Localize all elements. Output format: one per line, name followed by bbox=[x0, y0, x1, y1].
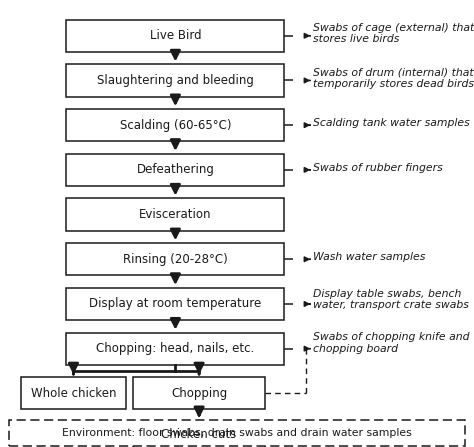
Text: Swabs of rubber fingers: Swabs of rubber fingers bbox=[313, 163, 443, 173]
FancyBboxPatch shape bbox=[66, 333, 284, 365]
FancyBboxPatch shape bbox=[66, 20, 284, 52]
Text: Chopping: head, nails, etc.: Chopping: head, nails, etc. bbox=[96, 342, 255, 355]
FancyBboxPatch shape bbox=[21, 377, 126, 409]
Text: Display table swabs, bench
water, transport crate swabs: Display table swabs, bench water, transp… bbox=[313, 289, 469, 310]
Text: Scalding (60-65°C): Scalding (60-65°C) bbox=[119, 118, 231, 132]
FancyBboxPatch shape bbox=[133, 377, 265, 409]
Text: Swabs of chopping knife and
chopping board: Swabs of chopping knife and chopping boa… bbox=[313, 332, 469, 354]
Text: Live Bird: Live Bird bbox=[150, 29, 201, 42]
Text: Rinsing (20-28°C): Rinsing (20-28°C) bbox=[123, 253, 228, 266]
FancyBboxPatch shape bbox=[66, 154, 284, 186]
FancyBboxPatch shape bbox=[66, 243, 284, 275]
Text: Wash water samples: Wash water samples bbox=[313, 252, 425, 262]
Text: Environment: floor swabs, drain swabs and drain water samples: Environment: floor swabs, drain swabs an… bbox=[62, 428, 412, 438]
Text: Slaughtering and bleeding: Slaughtering and bleeding bbox=[97, 74, 254, 87]
Text: Scalding tank water samples: Scalding tank water samples bbox=[313, 118, 470, 128]
Text: Whole chicken: Whole chicken bbox=[31, 387, 116, 400]
FancyBboxPatch shape bbox=[66, 64, 284, 97]
FancyBboxPatch shape bbox=[66, 198, 284, 231]
Text: Defeathering: Defeathering bbox=[137, 163, 214, 177]
Text: Evisceration: Evisceration bbox=[139, 208, 211, 221]
Text: Swabs of cage (external) that
stores live birds: Swabs of cage (external) that stores liv… bbox=[313, 23, 474, 44]
Text: Swabs of drum (internal) that
temporarily stores dead birds: Swabs of drum (internal) that temporaril… bbox=[313, 67, 474, 89]
FancyBboxPatch shape bbox=[66, 288, 284, 320]
Text: Display at room temperature: Display at room temperature bbox=[89, 297, 262, 311]
Text: Chopping: Chopping bbox=[171, 387, 227, 400]
FancyBboxPatch shape bbox=[9, 420, 465, 446]
FancyBboxPatch shape bbox=[133, 421, 265, 447]
FancyBboxPatch shape bbox=[66, 109, 284, 141]
Text: Chicken cuts: Chicken cuts bbox=[162, 428, 237, 441]
